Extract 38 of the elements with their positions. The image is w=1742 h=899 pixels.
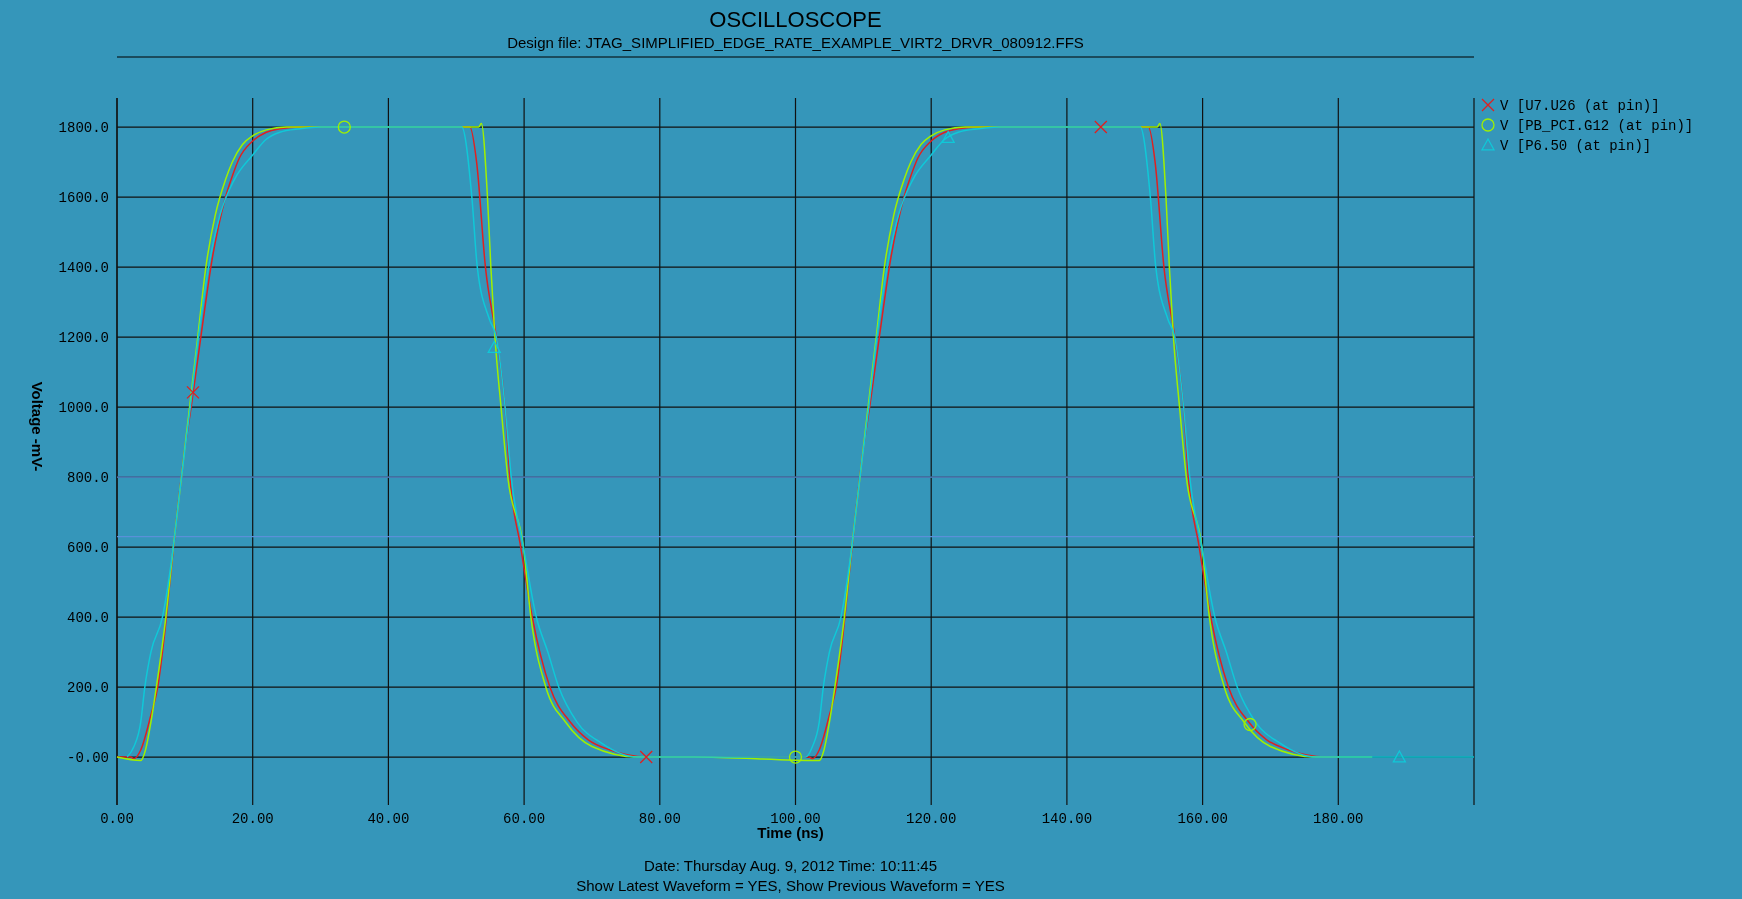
point [639,750,653,764]
x-tick-label: 0.00 [100,811,134,827]
chart-subtitle: Design file: JTAG_SIMPLIFIED_EDGE_RATE_EXAMPLE_VIRT2_DRVR_080912.FFS [507,34,1084,51]
x-tick-label: 80.00 [638,811,681,827]
y-tick-label: 800.0 [66,470,109,487]
x-tick-label: 100.00 [770,811,821,827]
point [941,130,955,143]
y-tick-label: 600.0 [66,540,109,557]
point [337,120,351,134]
point [1392,750,1407,763]
legend-label: V [PB_PCI.G12 (at pin)] [1500,118,1694,134]
y-tick-label: 1600.0 [58,190,109,207]
legend-label: V [U7.U26 (at pin)] [1500,98,1660,114]
point [788,750,803,764]
point [1243,717,1257,732]
text: Show Latest Waveform = YES, Show Previous Waveform = YES [576,877,1005,894]
x-tick-label: 180.00 [1313,811,1364,827]
y-tick-label: 1800.0 [58,120,109,137]
y-tick-label: 200.0 [66,680,109,697]
y-axis-title: Voltage -mV- [29,381,46,472]
x-tick-label: 60.00 [503,811,546,827]
y-tick-label: 1200.0 [58,330,109,347]
point [487,340,501,353]
point [1094,120,1108,134]
y-tick-label: 1000.0 [58,400,109,417]
x-axis-title: Time (ns) [757,824,824,841]
y-tick-label: -0.00 [66,750,109,767]
x-tick-label: 40.00 [367,811,410,827]
x-tick-label: 160.00 [1177,811,1228,827]
y-tick-label: 1400.0 [58,260,109,277]
text: Date: Thursday Aug. 9, 2012 Time: 10:11:45 [644,857,937,874]
y-tick-label: 400.0 [66,610,109,627]
legend-label: V [P6.50 (at pin)] [1500,138,1652,154]
chart-title: OSCILLOSCOPE [709,7,882,32]
point [186,385,200,399]
x-tick-label: 20.00 [231,811,274,827]
x-tick-label: 140.00 [1041,811,1093,827]
x-tick-label: 120.00 [905,811,957,827]
